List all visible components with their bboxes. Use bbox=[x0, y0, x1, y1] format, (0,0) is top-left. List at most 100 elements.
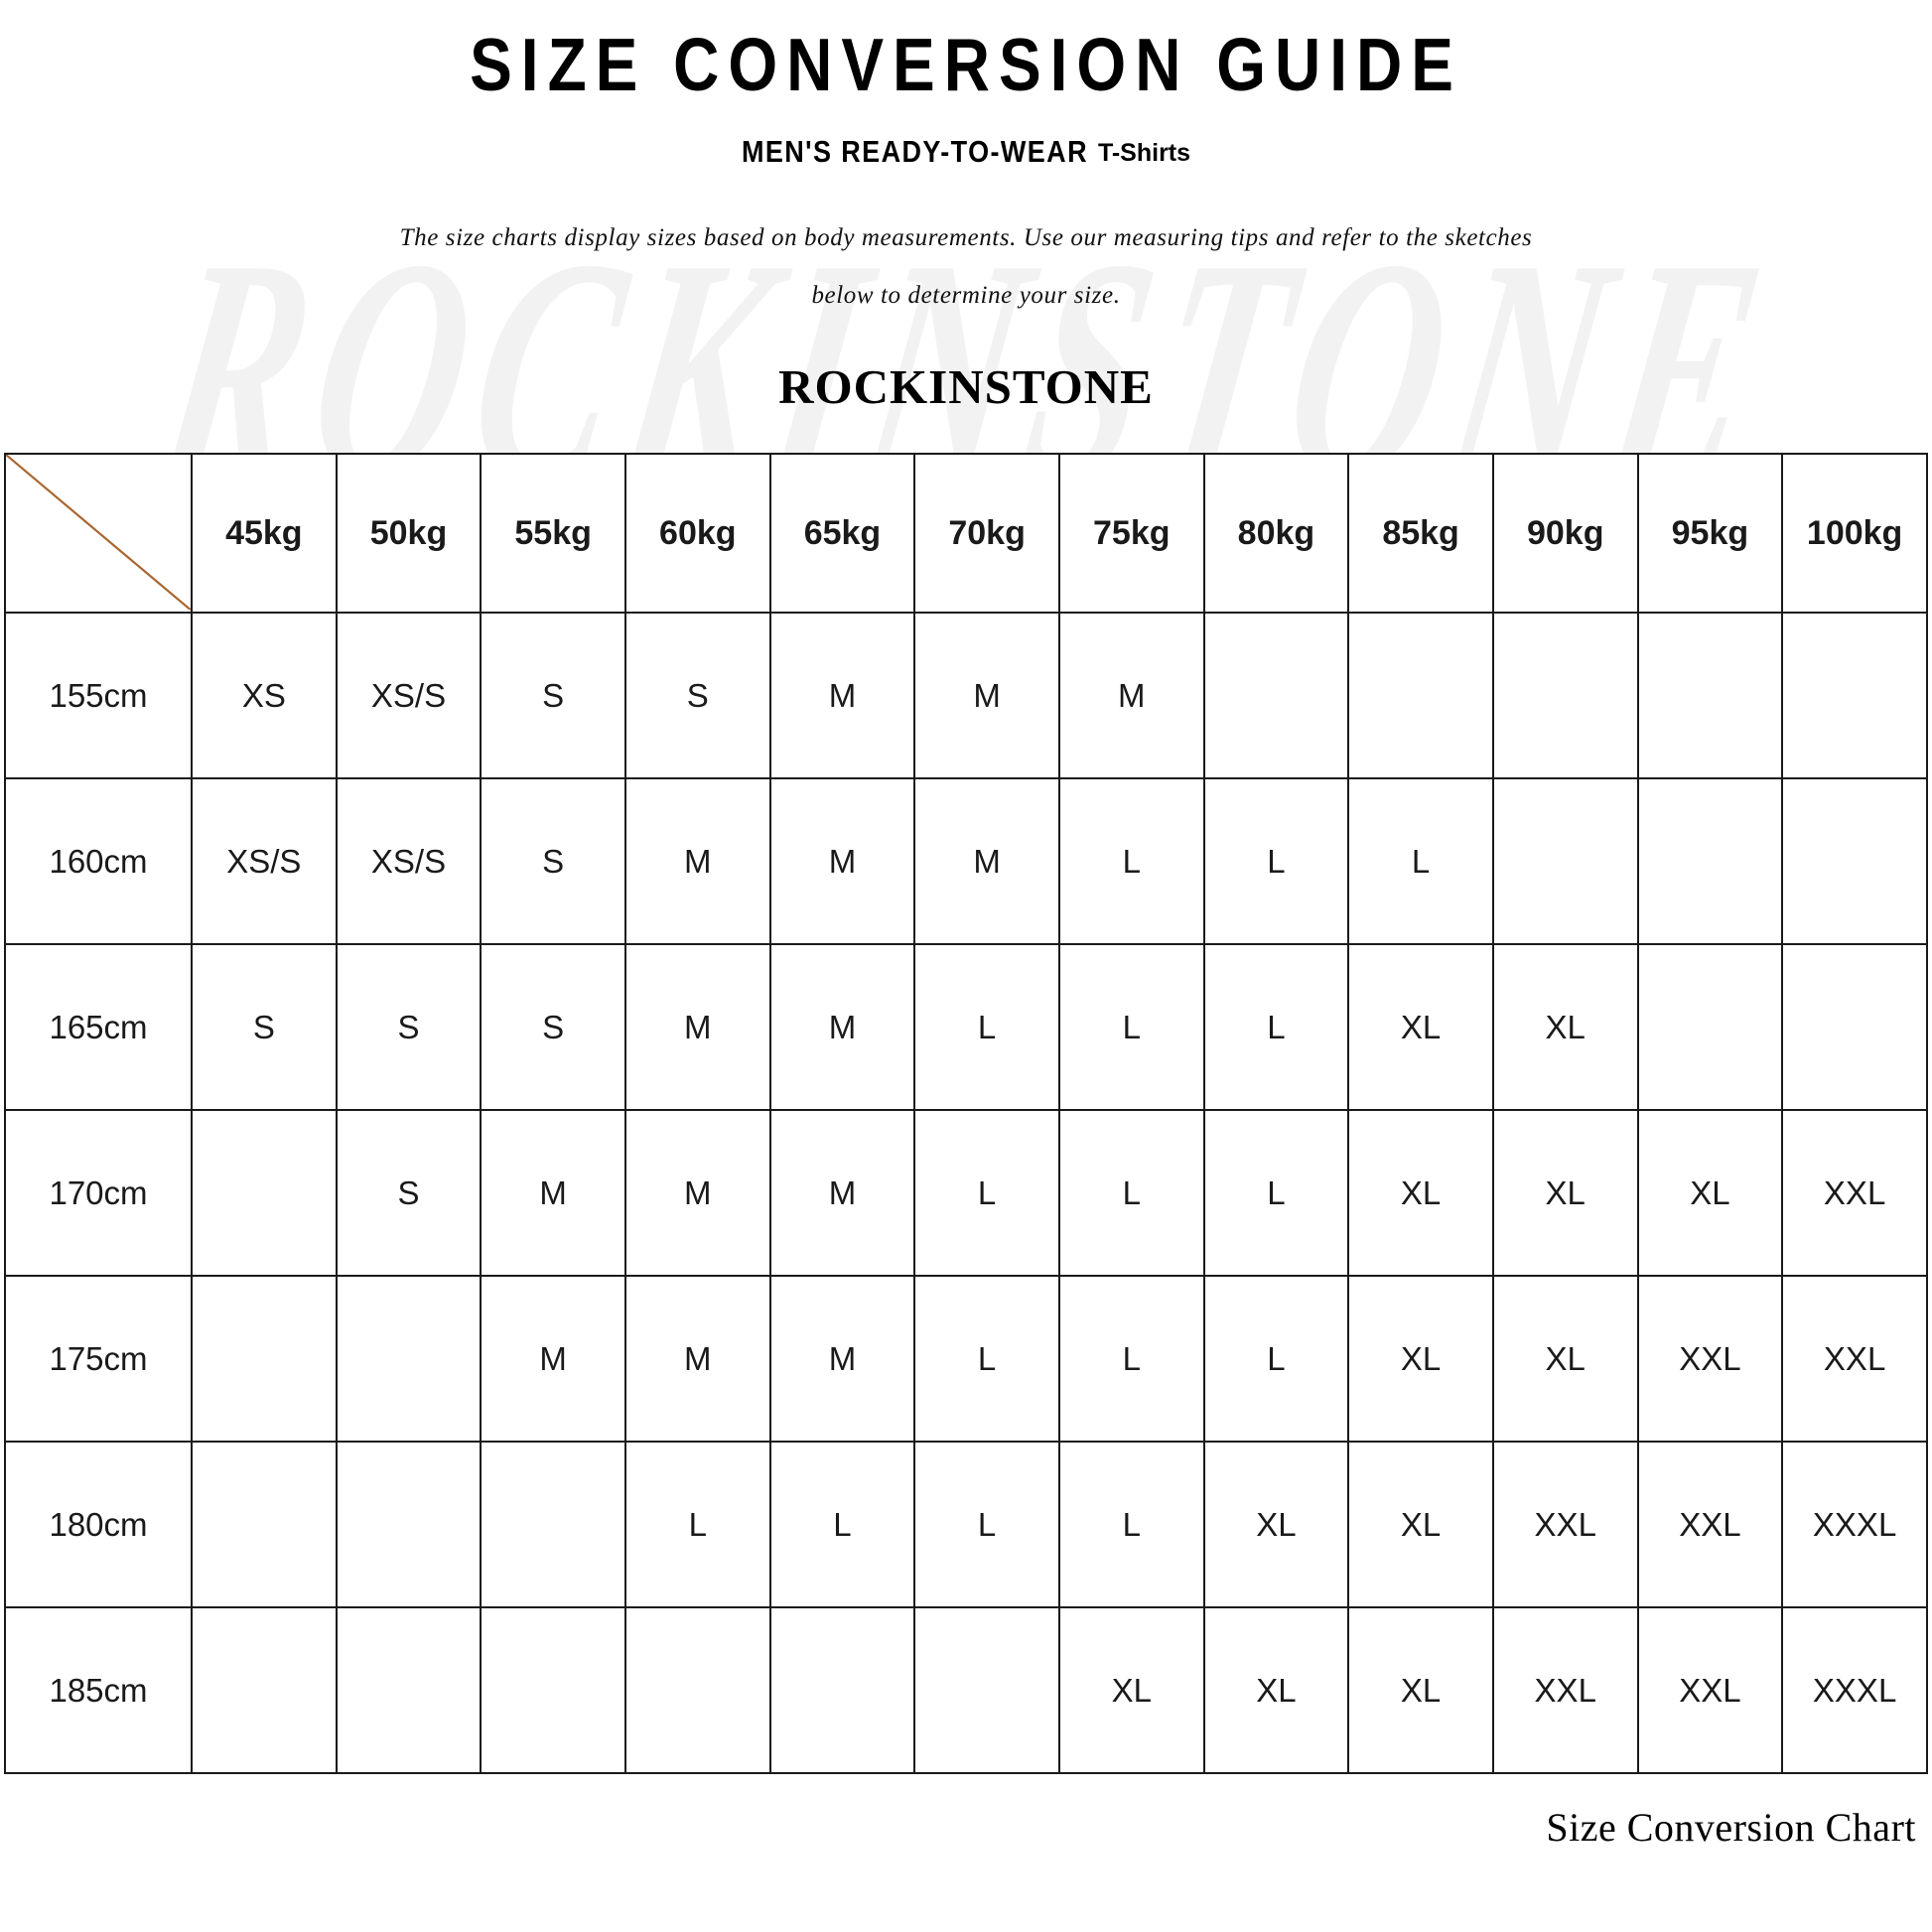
size-cell: XL bbox=[1347, 943, 1494, 1111]
column-header-75kg: 75kg bbox=[1057, 453, 1205, 614]
size-cell-empty bbox=[1781, 777, 1928, 945]
size-cell: L bbox=[913, 943, 1060, 1111]
size-cell: XL bbox=[1491, 1109, 1639, 1277]
size-cell: XXL bbox=[1491, 1441, 1639, 1608]
column-header-65kg: 65kg bbox=[768, 453, 916, 614]
intro-line-2: below to determine your size. bbox=[811, 282, 1121, 309]
size-cell: XXXL bbox=[1781, 1441, 1928, 1608]
size-cell-empty bbox=[480, 1606, 626, 1774]
table-row: 160cm XS/S XS/S S M M M L L L bbox=[4, 777, 1928, 945]
column-header-55kg: 55kg bbox=[480, 453, 626, 614]
size-cell: M bbox=[623, 1109, 771, 1277]
size-cell: XL bbox=[1202, 1441, 1350, 1608]
column-header-80kg: 80kg bbox=[1202, 453, 1350, 614]
size-cell-empty bbox=[1491, 777, 1639, 945]
size-cell: S bbox=[335, 1109, 483, 1277]
size-cell: M bbox=[768, 612, 916, 779]
size-cell: M bbox=[913, 612, 1060, 779]
size-cell-empty bbox=[1491, 612, 1639, 779]
size-cell: L bbox=[1202, 1275, 1350, 1443]
size-cell: M bbox=[1057, 612, 1205, 779]
size-cell-empty bbox=[1636, 612, 1784, 779]
size-cell: L bbox=[1057, 1275, 1205, 1443]
size-cell: M bbox=[623, 1275, 771, 1443]
size-cell: XXL bbox=[1491, 1606, 1639, 1774]
size-cell: M bbox=[768, 943, 916, 1111]
size-cell: XL bbox=[1347, 1606, 1494, 1774]
page-title: SIZE CONVERSION GUIDE bbox=[470, 22, 1462, 107]
size-cell: XXL bbox=[1636, 1275, 1784, 1443]
row-header-165cm: 165cm bbox=[4, 943, 193, 1111]
table-row: 180cm L L L L XL XL XXL XXL XXXL bbox=[4, 1441, 1928, 1608]
size-cell-empty bbox=[1781, 612, 1928, 779]
size-cell-empty bbox=[480, 1441, 626, 1608]
size-cell-empty bbox=[1202, 612, 1350, 779]
corner-diagonal-cell bbox=[4, 453, 193, 614]
subtitle-category: MEN'S READY-TO-WEAR bbox=[741, 135, 1088, 169]
size-cell: L bbox=[1202, 777, 1350, 945]
row-header-170cm: 170cm bbox=[4, 1109, 193, 1277]
size-conversion-table: 45kg 50kg 55kg 60kg 65kg 70kg 75kg 80kg 85kg 90kg… bbox=[4, 453, 1928, 1774]
size-cell-empty bbox=[1636, 943, 1784, 1111]
page-root: SIZE CONVERSION GUIDE MEN'S READY-TO-WEA… bbox=[0, 22, 1932, 1850]
size-cell: XL bbox=[1491, 1275, 1639, 1443]
size-cell: M bbox=[768, 1275, 916, 1443]
size-cell: XL bbox=[1347, 1441, 1494, 1608]
table-row: 165cm S S S M M L L L XL XL bbox=[4, 943, 1928, 1111]
column-header-85kg: 85kg bbox=[1347, 453, 1494, 614]
table-body: 155cm XS XS/S S S M M M 160cm XS/S XS/S S M M M L L L 165c… bbox=[4, 612, 1928, 1774]
size-cell: S bbox=[623, 612, 771, 779]
size-cell-empty bbox=[1636, 777, 1784, 945]
size-cell-empty bbox=[623, 1606, 771, 1774]
column-header-45kg: 45kg bbox=[191, 453, 338, 614]
size-cell-empty bbox=[191, 1606, 338, 1774]
size-table-container: 45kg 50kg 55kg 60kg 65kg 70kg 75kg 80kg 85kg 90kg… bbox=[0, 453, 1932, 1774]
size-cell: L bbox=[768, 1441, 916, 1608]
size-cell: L bbox=[623, 1441, 771, 1608]
size-cell: XL bbox=[1347, 1109, 1494, 1277]
size-cell: L bbox=[1057, 1441, 1205, 1608]
subtitle-row: MEN'S READY-TO-WEAR T-Shirts bbox=[0, 135, 1932, 169]
column-header-70kg: 70kg bbox=[913, 453, 1060, 614]
size-cell: XL bbox=[1202, 1606, 1350, 1774]
row-header-180cm: 180cm bbox=[4, 1441, 193, 1608]
size-cell: M bbox=[623, 777, 771, 945]
size-cell: M bbox=[913, 777, 1060, 945]
size-cell: S bbox=[480, 943, 626, 1111]
column-header-90kg: 90kg bbox=[1491, 453, 1639, 614]
size-cell: XS/S bbox=[191, 777, 338, 945]
size-cell: XXL bbox=[1781, 1275, 1928, 1443]
column-header-100kg: 100kg bbox=[1781, 453, 1928, 614]
size-cell: L bbox=[1057, 777, 1205, 945]
size-cell: S bbox=[480, 612, 626, 779]
size-cell: L bbox=[1057, 1109, 1205, 1277]
size-cell: XL bbox=[1347, 1275, 1494, 1443]
size-cell: XS/S bbox=[335, 612, 483, 779]
size-cell: M bbox=[480, 1109, 626, 1277]
size-cell: M bbox=[480, 1275, 626, 1443]
column-header-95kg: 95kg bbox=[1636, 453, 1784, 614]
table-header-row: 45kg 50kg 55kg 60kg 65kg 70kg 75kg 80kg 85kg 90kg… bbox=[4, 453, 1928, 614]
table-row: 155cm XS XS/S S S M M M bbox=[4, 612, 1928, 779]
size-cell-empty bbox=[335, 1606, 483, 1774]
size-cell: XXL bbox=[1636, 1441, 1784, 1608]
size-cell: L bbox=[913, 1275, 1060, 1443]
row-header-155cm: 155cm bbox=[4, 612, 193, 779]
size-cell: L bbox=[913, 1441, 1060, 1608]
intro-line-1: The size charts display sizes based on b… bbox=[399, 224, 1533, 251]
size-cell-empty bbox=[335, 1275, 483, 1443]
size-cell: S bbox=[480, 777, 626, 945]
size-cell: L bbox=[1202, 943, 1350, 1111]
size-cell: XXL bbox=[1781, 1109, 1928, 1277]
size-cell: XL bbox=[1491, 943, 1639, 1111]
table-row: 185cm XL XL XL XXL XXL XXXL bbox=[4, 1606, 1928, 1774]
table-row: 175cm M M M L L L XL XL XXL XXL bbox=[4, 1275, 1928, 1443]
table-row: 170cm S M M M L L L XL XL XL XXL bbox=[4, 1109, 1928, 1277]
size-cell-empty bbox=[191, 1441, 338, 1608]
size-cell: XL bbox=[1057, 1606, 1205, 1774]
size-cell-empty bbox=[768, 1606, 916, 1774]
size-cell: XXL bbox=[1636, 1606, 1784, 1774]
row-header-185cm: 185cm bbox=[4, 1606, 193, 1774]
size-cell: XXXL bbox=[1781, 1606, 1928, 1774]
size-cell: XL bbox=[1636, 1109, 1784, 1277]
